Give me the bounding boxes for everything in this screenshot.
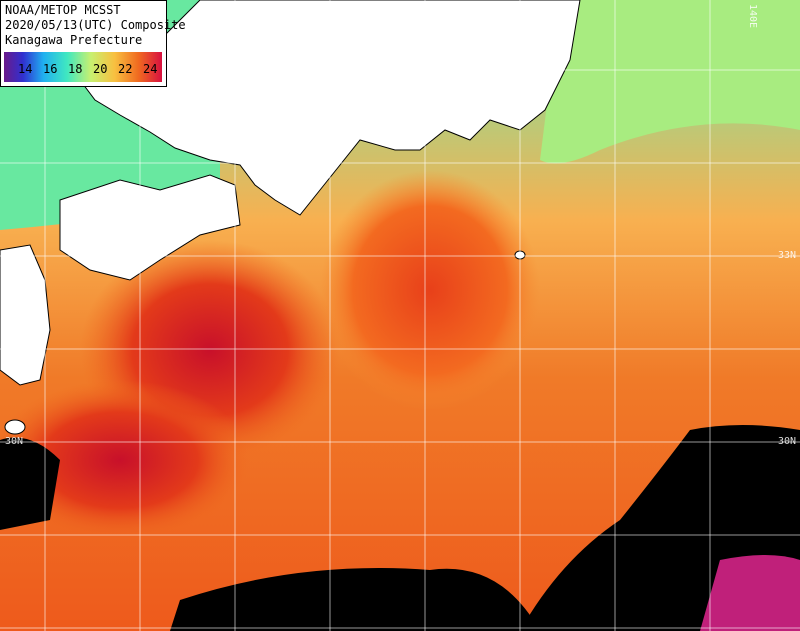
color-bar-label: 18 (68, 62, 82, 76)
color-bar-label: 22 (118, 62, 132, 76)
color-bar-label: 24 (143, 62, 157, 76)
latitude-label: 30N (5, 436, 23, 447)
land (59, 174, 241, 281)
color-bar-label: 14 (18, 62, 32, 76)
latitude-label: 30N (778, 436, 796, 447)
title-line: Kanagawa Prefecture (5, 33, 142, 47)
warm-water (700, 555, 800, 631)
island (4, 419, 26, 435)
warm-water (0, 380, 250, 540)
warm-water (320, 170, 540, 410)
cloud-mask (170, 568, 540, 631)
longitude-label: 136E (320, 4, 331, 28)
color-bar (4, 52, 162, 82)
title-line: NOAA/METOP MCSST (5, 3, 121, 17)
latitude-label: 33N (778, 250, 796, 261)
color-bar-labels: 14 16 18 20 22 24 (18, 62, 157, 76)
title-line: 2020/05/13(UTC) Composite (5, 18, 186, 32)
color-bar-label: 20 (93, 62, 107, 76)
longitude-label: 140E (747, 4, 758, 28)
cool-water (540, 0, 800, 164)
color-bar-label: 16 (43, 62, 57, 76)
